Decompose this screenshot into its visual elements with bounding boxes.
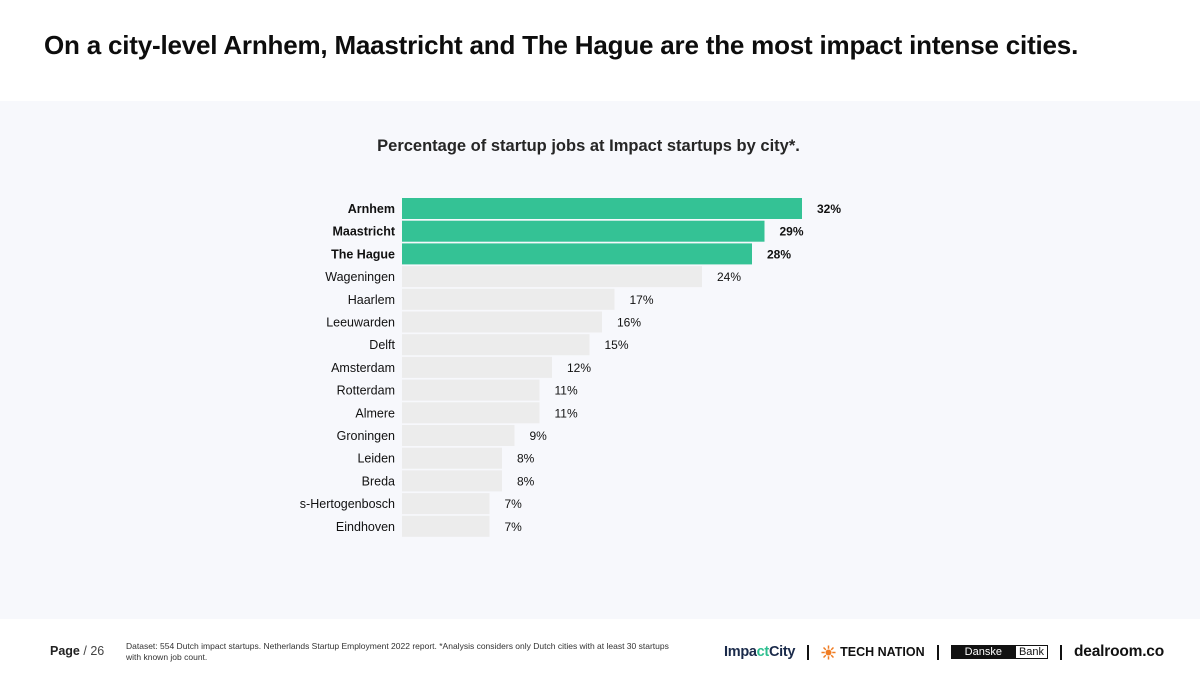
value-label: 7% xyxy=(505,497,523,511)
category-label: Almere xyxy=(355,406,395,420)
category-label: Arnhem xyxy=(348,202,395,216)
value-label: 29% xyxy=(780,225,804,239)
value-label: 28% xyxy=(767,247,791,261)
category-label: s-Hertogenbosch xyxy=(300,497,395,511)
category-label: Leiden xyxy=(357,452,395,466)
footnote: Dataset: 554 Dutch impact startups. Neth… xyxy=(126,641,669,662)
category-label: Rotterdam xyxy=(337,384,395,398)
page-total: / 26 xyxy=(83,644,105,658)
bar-leiden xyxy=(402,447,502,469)
bar-groningen xyxy=(402,425,515,446)
technation-sun-icon xyxy=(821,644,836,660)
danske-bank-logo: Danske Bank xyxy=(950,645,1049,659)
bar-arnhem xyxy=(402,198,802,219)
value-label: 9% xyxy=(530,429,548,443)
value-label: 11% xyxy=(555,406,578,420)
bar-amsterdam xyxy=(402,356,552,378)
category-label: Delft xyxy=(369,338,395,352)
category-label: Eindhoven xyxy=(336,520,395,534)
category-label: Maastricht xyxy=(332,225,395,239)
page-number: Page / 26 xyxy=(50,644,104,658)
category-label: Haarlem xyxy=(348,293,395,307)
chart-title: Percentage of startup jobs at Impact sta… xyxy=(377,137,800,155)
bar-s-hertogenbosch xyxy=(402,493,490,515)
bar-eindhoven xyxy=(402,515,490,537)
value-label: 12% xyxy=(567,361,591,375)
bar-rotterdam xyxy=(402,379,540,401)
category-label: Groningen xyxy=(337,429,395,443)
value-label: 11% xyxy=(555,384,578,398)
bar-almere xyxy=(402,402,540,424)
partner-logos: ImpactCity TECH NATION Danske Bank dealro… xyxy=(724,642,1164,662)
value-label: 16% xyxy=(617,316,641,330)
page-title: On a city-level Arnhem, Maastricht and T… xyxy=(44,30,1079,60)
dealroom-logo: dealroom.co xyxy=(1074,643,1164,660)
category-label: The Hague xyxy=(331,247,395,261)
value-label: 17% xyxy=(630,293,654,307)
value-label: 8% xyxy=(517,452,535,466)
value-label: 7% xyxy=(505,520,523,534)
value-label: 8% xyxy=(517,474,535,488)
value-label: 24% xyxy=(717,270,741,284)
bar-delft xyxy=(402,334,590,356)
bar-wageningen xyxy=(402,266,702,288)
value-label: 32% xyxy=(817,202,841,216)
logo-divider xyxy=(936,644,939,660)
bar-breda xyxy=(402,470,502,492)
bar-maastricht xyxy=(402,220,765,242)
category-label: Leeuwarden xyxy=(326,316,395,330)
category-label: Wageningen xyxy=(325,270,395,284)
chart-panel xyxy=(0,101,1200,619)
logo-divider xyxy=(1060,644,1063,660)
technation-logo: TECH NATION xyxy=(821,644,925,660)
bar-haarlem xyxy=(402,288,615,310)
value-label: 15% xyxy=(605,338,629,352)
bar-leeuwarden xyxy=(402,311,602,333)
category-label: Amsterdam xyxy=(331,361,395,375)
logo-divider xyxy=(807,644,810,660)
bar-the-hague xyxy=(402,243,752,265)
page-label: Page xyxy=(50,644,80,658)
category-label: Breda xyxy=(362,474,395,488)
impactcity-logo: ImpactCity xyxy=(724,644,796,660)
